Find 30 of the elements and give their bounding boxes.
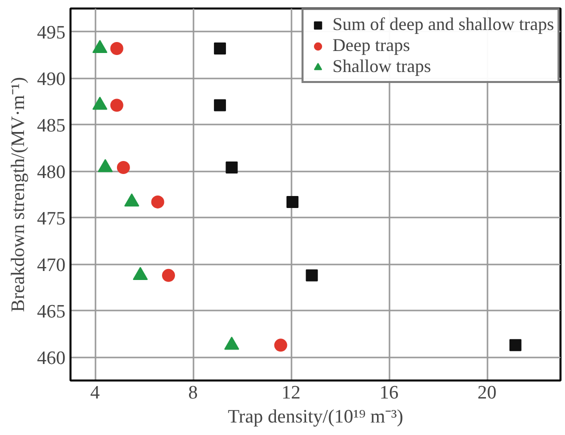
legend-label: Sum of deep and shallow traps <box>332 14 554 35</box>
point <box>110 42 124 55</box>
x-tick-label: 20 <box>478 382 496 404</box>
x-tick-label: 8 <box>188 382 198 404</box>
y-tick-label: 480 <box>37 162 66 183</box>
y-tick-label: 490 <box>37 68 66 90</box>
point <box>151 195 164 208</box>
point <box>226 162 238 174</box>
y-tick-label: 470 <box>37 254 66 276</box>
y-axis-title: Breakdown strength/(MV·m⁻¹) <box>8 77 29 312</box>
x-axis-title: Trap density/(10¹⁹ m⁻³) <box>228 406 404 428</box>
point <box>509 339 522 352</box>
legend-label: Deep traps <box>332 35 410 56</box>
y-tick-label: 495 <box>37 22 66 44</box>
point <box>286 196 298 208</box>
x-tick-label: 16 <box>380 382 398 404</box>
y-tick-label: 465 <box>37 301 66 322</box>
x-tick-label: 4 <box>90 382 100 404</box>
point <box>214 99 226 112</box>
point <box>116 161 130 174</box>
point <box>306 269 318 282</box>
y-tick-label: 485 <box>37 115 66 136</box>
point <box>110 98 124 112</box>
point <box>274 338 288 352</box>
x-tick-label: 12 <box>282 382 300 404</box>
y-tick-label: 475 <box>37 208 66 230</box>
point <box>162 268 175 282</box>
legend-label: Shallow traps <box>332 56 432 77</box>
point <box>214 42 226 54</box>
y-tick-label: 460 <box>37 348 66 369</box>
